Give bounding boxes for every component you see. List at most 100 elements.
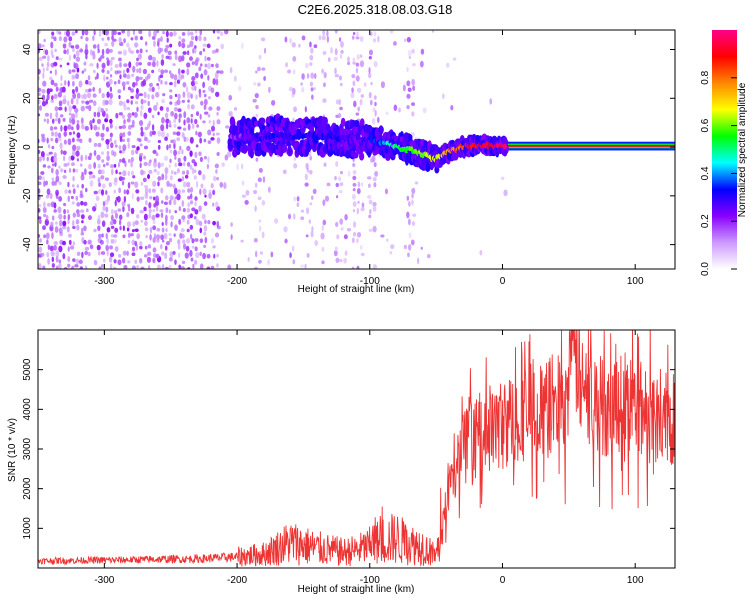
spectrogram-cell bbox=[183, 155, 187, 162]
spectrogram-cell bbox=[130, 149, 135, 156]
spectrogram-cell bbox=[157, 38, 161, 43]
spectrogram-cell bbox=[118, 57, 122, 62]
spectrogram-cell bbox=[113, 266, 117, 269]
spectrogram-cell bbox=[106, 57, 109, 61]
spectrogram-cell bbox=[139, 48, 143, 54]
spectrogram-cell bbox=[352, 182, 357, 187]
spectrogram-cell bbox=[254, 182, 258, 188]
spectrogram-cell bbox=[177, 252, 181, 258]
colorbar-tick-label: 0.6 bbox=[700, 118, 711, 132]
spectrogram-cell bbox=[155, 195, 160, 203]
spectrogram-cell bbox=[157, 111, 160, 116]
spectrogram-cell bbox=[126, 221, 132, 228]
spectrogram-cell bbox=[292, 245, 295, 252]
spectrogram-cell bbox=[207, 74, 210, 81]
spectrogram-cell bbox=[210, 137, 215, 141]
spectrogram-cell bbox=[101, 159, 105, 163]
spectrogram-cell bbox=[112, 218, 117, 225]
spectrogram-cell bbox=[123, 189, 126, 195]
spectrogram-cell bbox=[49, 112, 53, 120]
snr-ytick-label: 2000 bbox=[22, 477, 33, 500]
spectrogram-cell bbox=[62, 175, 67, 179]
spectrogram-cell bbox=[153, 161, 158, 168]
snr-ylabel: SNR (10 * v/v) bbox=[7, 418, 18, 482]
spectrogram-cell bbox=[168, 120, 172, 125]
spectrogram-cell bbox=[38, 105, 43, 111]
spectrogram-cell bbox=[253, 82, 257, 86]
spectrogram-cell bbox=[114, 212, 119, 219]
spectrogram-cell bbox=[184, 174, 189, 179]
spectrogram-cell bbox=[310, 72, 315, 79]
ridge-halo-cell bbox=[312, 137, 319, 145]
spectrogram-cell bbox=[181, 132, 185, 139]
spectrogram-cell bbox=[293, 163, 298, 169]
spectrogram-cell bbox=[105, 107, 108, 112]
spectrogram-cell bbox=[92, 44, 97, 49]
spectrogram-cell bbox=[156, 238, 160, 243]
spectrogram-cell bbox=[127, 112, 132, 119]
spectrogram-cell bbox=[193, 175, 197, 180]
spectrogram-cell bbox=[309, 170, 313, 175]
spectrogram-cell bbox=[105, 206, 109, 213]
spectrogram-cell bbox=[147, 244, 152, 249]
spectrogram-cell bbox=[118, 176, 124, 182]
spectrogram-cell bbox=[356, 238, 359, 244]
spectrogram-cell bbox=[115, 112, 119, 119]
spectrogram-cell bbox=[191, 76, 196, 82]
spectrogram-cell bbox=[93, 259, 98, 266]
spectrogram-cell bbox=[194, 238, 199, 242]
spectrogram-cell bbox=[89, 49, 93, 56]
spectrogram-cell bbox=[143, 91, 147, 99]
spectrogram-cell bbox=[54, 48, 57, 53]
spectrogram-cell bbox=[173, 142, 176, 150]
spectrogram-cell bbox=[46, 67, 49, 72]
spectrogram-cell bbox=[152, 247, 157, 253]
ridge-halo-cell bbox=[420, 145, 426, 153]
spectrogram-cell bbox=[147, 73, 151, 80]
spectrogram-cell bbox=[178, 36, 182, 40]
spectrogram-cell bbox=[160, 131, 166, 138]
spectrogram-cell bbox=[206, 253, 211, 259]
snr-xlabel: Height of straight line (km) bbox=[298, 584, 415, 595]
spectrogram-cell bbox=[338, 98, 341, 106]
spectrogram-ylabel: Frequency (Hz) bbox=[7, 116, 18, 185]
spectrogram-cell bbox=[189, 213, 193, 219]
spectrogram-cell bbox=[194, 259, 198, 265]
spectrogram-cell bbox=[63, 36, 68, 43]
spectrogram-cell bbox=[187, 202, 190, 208]
snr-line-group bbox=[38, 330, 675, 567]
snr-panel: -300 -200 -100 0 100 1000 2000 3000 4000 5000 Hei… bbox=[7, 329, 676, 595]
spectrogram-cell bbox=[270, 251, 274, 258]
spectrogram-cell bbox=[63, 169, 67, 174]
spectrogram-cell bbox=[203, 155, 207, 160]
spectrogram-cell bbox=[195, 57, 200, 62]
spectrogram-cell bbox=[202, 188, 207, 195]
spectrogram-cell bbox=[191, 61, 195, 66]
spectrogram-cell bbox=[361, 202, 365, 208]
spectrogram-cell bbox=[87, 215, 92, 221]
spectrogram-cell bbox=[200, 183, 204, 189]
spectrogram-cell bbox=[38, 188, 41, 194]
spectrogram-cell bbox=[42, 225, 46, 231]
spectrogram-cell bbox=[113, 30, 117, 36]
spectrogram-cell bbox=[47, 258, 50, 265]
spectrogram-cell bbox=[221, 162, 225, 167]
spectrogram-cell bbox=[177, 189, 181, 195]
spectrogram-cell bbox=[132, 221, 136, 227]
spectrogram-cell bbox=[125, 81, 130, 85]
spectrogram-cell bbox=[106, 91, 110, 99]
spectrogram-cell bbox=[80, 227, 84, 234]
spectrogram-cell bbox=[58, 100, 63, 107]
spectrogram-cell bbox=[408, 218, 411, 226]
spectrogram-cell bbox=[106, 250, 109, 256]
spectrogram-cell bbox=[170, 73, 175, 79]
spectrogram-cell bbox=[300, 82, 304, 86]
spectrogram-cell bbox=[63, 49, 67, 55]
spectrogram-cell bbox=[186, 68, 190, 76]
spectrogram-cell bbox=[144, 245, 148, 250]
spectrogram-cell bbox=[183, 111, 187, 119]
spectrogram-cell bbox=[139, 245, 143, 250]
spectrogram-cell bbox=[127, 232, 131, 238]
spectrogram-cell bbox=[114, 199, 117, 207]
spectrogram-cell bbox=[62, 225, 67, 230]
